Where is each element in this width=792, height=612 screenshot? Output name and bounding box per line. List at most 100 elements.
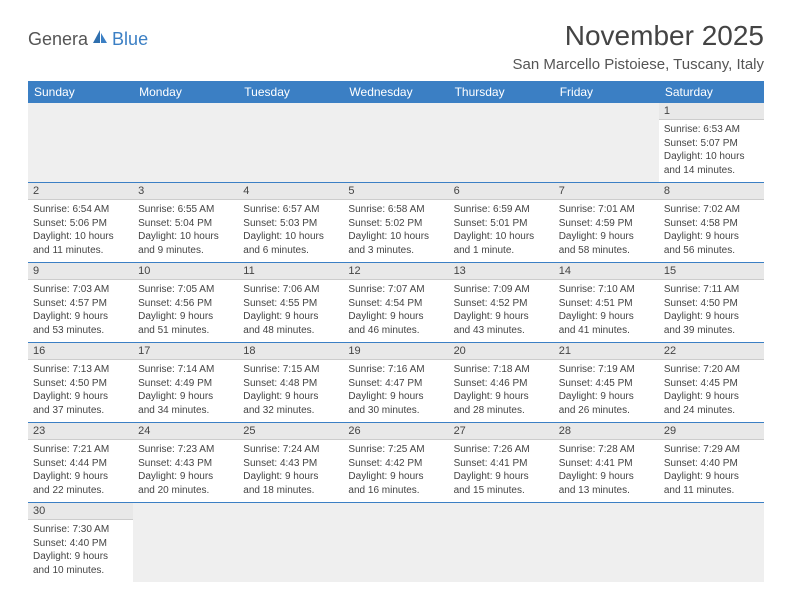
day-cell: 3Sunrise: 6:55 AMSunset: 5:04 PMDaylight…	[133, 183, 238, 263]
day-day1: Daylight: 9 hours	[138, 310, 233, 324]
day-sunset: Sunset: 4:42 PM	[348, 457, 443, 471]
day-day1: Daylight: 9 hours	[33, 390, 128, 404]
day-sunrise: Sunrise: 7:19 AM	[559, 363, 654, 377]
day-day1: Daylight: 10 hours	[454, 230, 549, 244]
calendar-page: Genera Blue November 2025 San Marcello P…	[0, 0, 792, 602]
day-cell: 15Sunrise: 7:11 AMSunset: 4:50 PMDayligh…	[659, 263, 764, 343]
day-content: Sunrise: 7:29 AMSunset: 4:40 PMDaylight:…	[659, 440, 764, 502]
title-block: November 2025 San Marcello Pistoiese, Tu…	[513, 20, 765, 73]
empty-cell	[449, 103, 554, 183]
day-number: 10	[133, 263, 238, 280]
day-day2: and 32 minutes.	[243, 404, 338, 418]
day-cell: 5 Sunrise: 6:58 AMSunset: 5:02 PMDaylight…	[343, 183, 448, 263]
day-day1: Daylight: 10 hours	[348, 230, 443, 244]
empty-cell	[238, 503, 343, 583]
day-day2: and 13 minutes.	[559, 484, 654, 498]
day-number: 14	[554, 263, 659, 280]
day-day2: and 56 minutes.	[664, 244, 759, 258]
day-day2: and 18 minutes.	[243, 484, 338, 498]
page-header: Genera Blue November 2025 San Marcello P…	[28, 20, 764, 73]
day-day1: Daylight: 9 hours	[138, 470, 233, 484]
day-cell: 17Sunrise: 7:14 AMSunset: 4:49 PMDayligh…	[133, 343, 238, 423]
day-header: Sunday	[28, 81, 133, 103]
day-day1: Daylight: 9 hours	[559, 390, 654, 404]
day-sunrise: Sunrise: 7:11 AM	[664, 283, 759, 297]
day-number: 4	[238, 183, 343, 200]
day-sunrise: Sunrise: 7:21 AM	[33, 443, 128, 457]
day-sunrise: Sunrise: 7:10 AM	[559, 283, 654, 297]
day-cell: 2Sunrise: 6:54 AMSunset: 5:06 PMDaylight…	[28, 183, 133, 263]
day-number: 27	[449, 423, 554, 440]
day-content: Sunrise: 7:02 AMSunset: 4:58 PMDaylight:…	[659, 200, 764, 262]
day-cell: 19Sunrise: 7:16 AMSunset: 4:47 PMDayligh…	[343, 343, 448, 423]
day-sunset: Sunset: 4:46 PM	[454, 377, 549, 391]
calendar-week: 9Sunrise: 7:03 AMSunset: 4:57 PMDaylight…	[28, 263, 764, 343]
month-title: November 2025	[513, 20, 765, 52]
day-day2: and 14 minutes.	[664, 164, 759, 178]
day-sunset: Sunset: 4:47 PM	[348, 377, 443, 391]
day-day1: Daylight: 9 hours	[664, 470, 759, 484]
day-number: 28	[554, 423, 659, 440]
calendar-week: 2Sunrise: 6:54 AMSunset: 5:06 PMDaylight…	[28, 183, 764, 263]
day-sunrise: Sunrise: 6:57 AM	[243, 203, 338, 217]
day-sunset: Sunset: 4:41 PM	[454, 457, 549, 471]
day-content: Sunrise: 7:28 AMSunset: 4:41 PMDaylight:…	[554, 440, 659, 502]
day-number: 23	[28, 423, 133, 440]
day-number: 7	[554, 183, 659, 200]
day-content: Sunrise: 6:59 AMSunset: 5:01 PMDaylight:…	[449, 200, 554, 262]
day-sunset: Sunset: 4:43 PM	[243, 457, 338, 471]
empty-cell	[449, 503, 554, 583]
day-day1: Daylight: 9 hours	[243, 470, 338, 484]
day-sunrise: Sunrise: 7:25 AM	[348, 443, 443, 457]
day-day1: Daylight: 9 hours	[33, 470, 128, 484]
day-day2: and 46 minutes.	[348, 324, 443, 338]
day-sunrise: Sunrise: 7:07 AM	[348, 283, 443, 297]
day-day1: Daylight: 9 hours	[454, 310, 549, 324]
day-number: 19	[343, 343, 448, 360]
empty-cell	[238, 103, 343, 183]
day-content: Sunrise: 7:19 AMSunset: 4:45 PMDaylight:…	[554, 360, 659, 422]
day-number: 18	[238, 343, 343, 360]
day-day2: and 11 minutes.	[33, 244, 128, 258]
day-day1: Daylight: 9 hours	[138, 390, 233, 404]
day-sunset: Sunset: 4:56 PM	[138, 297, 233, 311]
day-day2: and 11 minutes.	[664, 484, 759, 498]
logo-text-part1: Genera	[28, 29, 88, 50]
day-cell: 25Sunrise: 7:24 AMSunset: 4:43 PMDayligh…	[238, 423, 343, 503]
day-sunset: Sunset: 4:45 PM	[664, 377, 759, 391]
day-sunset: Sunset: 5:02 PM	[348, 217, 443, 231]
day-content: Sunrise: 7:30 AMSunset: 4:40 PMDaylight:…	[28, 520, 133, 582]
day-header: Thursday	[449, 81, 554, 103]
day-day2: and 39 minutes.	[664, 324, 759, 338]
day-day1: Daylight: 9 hours	[559, 230, 654, 244]
day-content: Sunrise: 7:23 AMSunset: 4:43 PMDaylight:…	[133, 440, 238, 502]
day-content: Sunrise: 6:54 AMSunset: 5:06 PMDaylight:…	[28, 200, 133, 262]
day-day1: Daylight: 9 hours	[348, 470, 443, 484]
day-sunrise: Sunrise: 6:58 AM	[348, 203, 443, 217]
day-content: Sunrise: 7:21 AMSunset: 4:44 PMDaylight:…	[28, 440, 133, 502]
day-sunset: Sunset: 4:50 PM	[33, 377, 128, 391]
day-sunrise: Sunrise: 7:15 AM	[243, 363, 338, 377]
day-sunrise: Sunrise: 6:55 AM	[138, 203, 233, 217]
day-cell: 14Sunrise: 7:10 AMSunset: 4:51 PMDayligh…	[554, 263, 659, 343]
day-sunrise: Sunrise: 7:13 AM	[33, 363, 128, 377]
day-sunrise: Sunrise: 7:28 AM	[559, 443, 654, 457]
day-header-row: SundayMondayTuesdayWednesdayThursdayFrid…	[28, 81, 764, 103]
day-day1: Daylight: 9 hours	[243, 390, 338, 404]
day-cell: 12Sunrise: 7:07 AMSunset: 4:54 PMDayligh…	[343, 263, 448, 343]
day-content: Sunrise: 7:06 AMSunset: 4:55 PMDaylight:…	[238, 280, 343, 342]
day-day2: and 6 minutes.	[243, 244, 338, 258]
day-day2: and 30 minutes.	[348, 404, 443, 418]
day-cell: 9Sunrise: 7:03 AMSunset: 4:57 PMDaylight…	[28, 263, 133, 343]
calendar-body: 1Sunrise: 6:53 AMSunset: 5:07 PMDaylight…	[28, 103, 764, 582]
day-content: Sunrise: 7:10 AMSunset: 4:51 PMDaylight:…	[554, 280, 659, 342]
day-cell: 8Sunrise: 7:02 AMSunset: 4:58 PMDaylight…	[659, 183, 764, 263]
day-number: 5	[343, 183, 448, 200]
day-day2: and 43 minutes.	[454, 324, 549, 338]
day-header: Saturday	[659, 81, 764, 103]
day-number: 2	[28, 183, 133, 200]
day-sunset: Sunset: 4:57 PM	[33, 297, 128, 311]
day-number: 20	[449, 343, 554, 360]
day-sunset: Sunset: 4:58 PM	[664, 217, 759, 231]
day-cell: 23Sunrise: 7:21 AMSunset: 4:44 PMDayligh…	[28, 423, 133, 503]
